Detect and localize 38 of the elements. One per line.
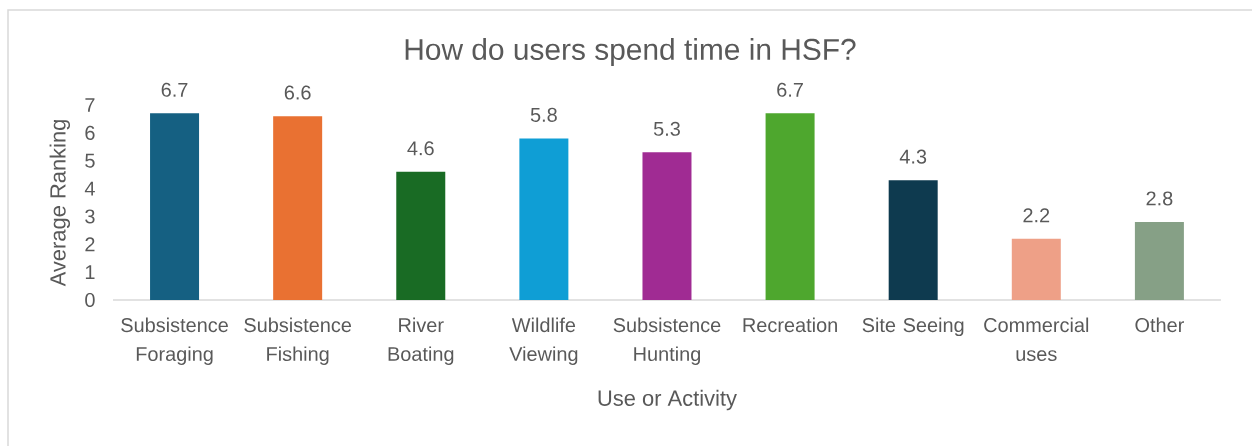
y-tick-label: 6 xyxy=(85,125,95,140)
y-tick-label: 2 xyxy=(85,237,95,252)
y-tick-label: 1 xyxy=(85,265,95,279)
y-axis-title: Average Ranking xyxy=(49,120,71,287)
data-label: 6.7 xyxy=(161,82,188,97)
data-label: 5.8 xyxy=(530,107,557,122)
x-tick-label: Commercial uses xyxy=(984,317,1089,362)
x-tick-label: Recreation xyxy=(743,317,837,333)
y-tick-label: 0 xyxy=(85,292,95,308)
data-label: 4.3 xyxy=(899,149,927,164)
data-label: 6.7 xyxy=(777,82,803,97)
x-tick-label: Subsistence Hunting xyxy=(613,317,721,365)
y-tick-label: 3 xyxy=(85,209,95,224)
data-label: 2.8 xyxy=(1146,191,1173,206)
x-tick-label: Site Seeing xyxy=(862,317,964,337)
x-tick-label: Subsistence Fishing xyxy=(244,317,352,365)
y-tick-label: 7 xyxy=(85,98,95,112)
x-tick-label: Subsistence Foraging xyxy=(121,317,228,365)
data-label: 2.2 xyxy=(1023,208,1050,223)
x-tick-label: Other xyxy=(1135,317,1184,333)
chart-title: How do users spend time in HSF? xyxy=(405,38,856,66)
bar xyxy=(642,152,692,300)
bar xyxy=(1011,238,1061,300)
bar xyxy=(396,171,446,300)
x-tick-label: River Boating xyxy=(388,317,454,365)
bar xyxy=(150,113,200,300)
data-label: 4.6 xyxy=(407,141,434,156)
bar xyxy=(1134,222,1184,300)
data-label: 5.3 xyxy=(653,121,680,136)
bar xyxy=(273,116,323,300)
bar xyxy=(765,113,815,300)
bar xyxy=(519,138,569,300)
y-tick-label: 4 xyxy=(84,181,95,196)
bar xyxy=(888,180,938,300)
y-tick-label: 5 xyxy=(85,153,95,168)
x-tick-label: Wildlife Viewing xyxy=(509,317,578,365)
data-label: 6.6 xyxy=(284,85,311,100)
x-axis-title: Use or Activity xyxy=(598,389,737,411)
